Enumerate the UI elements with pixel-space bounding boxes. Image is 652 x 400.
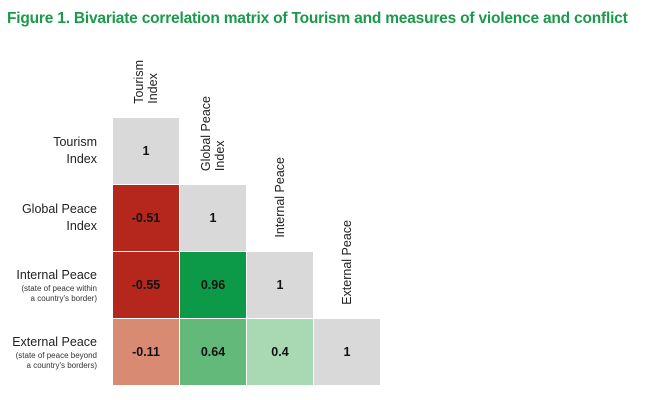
matrix-cell-r2-c2: 1 xyxy=(247,252,313,318)
matrix-cell-r3-c1: 0.64 xyxy=(180,319,246,385)
matrix-cell-r3-c2: 0.4 xyxy=(247,319,313,385)
column-label-3: External Peace xyxy=(340,220,354,305)
matrix-cell-r2-c0: -0.55 xyxy=(113,252,179,318)
matrix-cell-r2-c1: 0.96 xyxy=(180,252,246,318)
figure-title: Figure 1. Bivariate correlation matrix o… xyxy=(7,10,628,27)
row-label-3: External Peace (state of peace beyond a co… xyxy=(12,334,97,370)
matrix-cell-r1-c1: 1 xyxy=(180,185,246,251)
row-label-1: Global Peace Index xyxy=(21,202,97,233)
column-label-0: Tourism Index xyxy=(132,60,160,104)
column-label-2: Internal Peace xyxy=(273,157,287,238)
column-label-1: Global Peace Index xyxy=(199,96,227,172)
row-label-2: Internal Peace (state of peace within a co… xyxy=(16,267,97,303)
row-label-0: Tourism Index xyxy=(53,135,97,166)
matrix-cell-r0-c0: 1 xyxy=(113,118,179,184)
matrix-cell-r3-c3: 1 xyxy=(314,319,380,385)
matrix-cell-r1-c0: -0.51 xyxy=(113,185,179,251)
matrix-cell-r3-c0: -0.11 xyxy=(113,319,179,385)
